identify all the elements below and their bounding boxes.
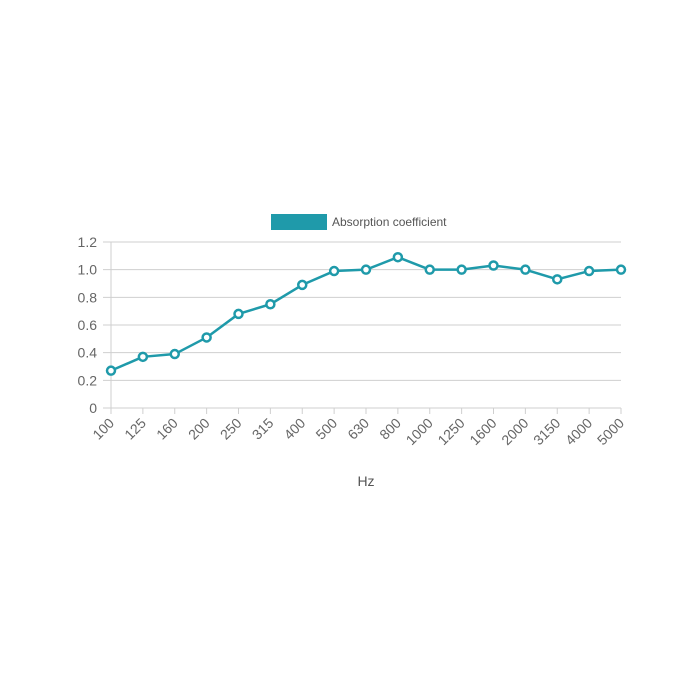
x-tick-label: 5000: [594, 415, 627, 448]
data-point[interactable]: [201, 332, 212, 343]
data-point[interactable]: [137, 351, 149, 363]
data-point[interactable]: [552, 274, 563, 285]
y-tick-label: 1.2: [78, 234, 98, 250]
series-layer: [105, 251, 627, 376]
legend-label[interactable]: Absorption coefficient: [332, 215, 447, 229]
x-tick-label: 400: [281, 415, 309, 443]
y-tick-label: 0.8: [78, 289, 98, 305]
x-tick-label: 2000: [498, 415, 531, 448]
legend[interactable]: Absorption coefficient: [271, 214, 447, 230]
x-tick-label: 630: [344, 415, 372, 443]
y-tick-label: 0.4: [78, 345, 98, 361]
x-tick-label: 125: [121, 415, 149, 443]
x-axis-title: Hz: [357, 473, 374, 489]
x-tick-label: 250: [217, 415, 245, 443]
data-point[interactable]: [328, 265, 340, 277]
data-point[interactable]: [583, 265, 595, 277]
y-tick-label: 0.2: [78, 372, 98, 388]
data-point[interactable]: [105, 365, 117, 376]
data-point[interactable]: [424, 264, 435, 275]
x-tick-label: 160: [153, 415, 181, 443]
x-tick-label: 200: [185, 415, 213, 443]
data-point[interactable]: [169, 348, 180, 360]
x-tick-label: 3150: [530, 415, 563, 448]
y-tick-label: 1.0: [78, 262, 98, 278]
x-tick-label: 100: [89, 415, 117, 443]
x-tick-label: 800: [376, 415, 404, 443]
data-point[interactable]: [615, 264, 627, 275]
legend-swatch[interactable]: [271, 214, 327, 230]
data-point[interactable]: [456, 264, 467, 275]
data-point[interactable]: [488, 260, 499, 271]
x-tick-label: 1600: [466, 415, 499, 448]
x-tick-label: 1250: [434, 415, 467, 448]
x-tick-label: 315: [249, 415, 277, 443]
data-point[interactable]: [297, 279, 308, 291]
data-point[interactable]: [392, 251, 404, 263]
data-point[interactable]: [233, 308, 244, 320]
y-tick-label: 0.6: [78, 317, 98, 333]
x-tick-label: 500: [312, 415, 340, 443]
data-point[interactable]: [360, 264, 372, 275]
data-point[interactable]: [520, 264, 531, 275]
x-tick-label: 4000: [562, 415, 595, 448]
x-tick-label: 1000: [403, 415, 436, 448]
data-point[interactable]: [265, 299, 276, 310]
y-tick-label: 0: [89, 400, 97, 416]
